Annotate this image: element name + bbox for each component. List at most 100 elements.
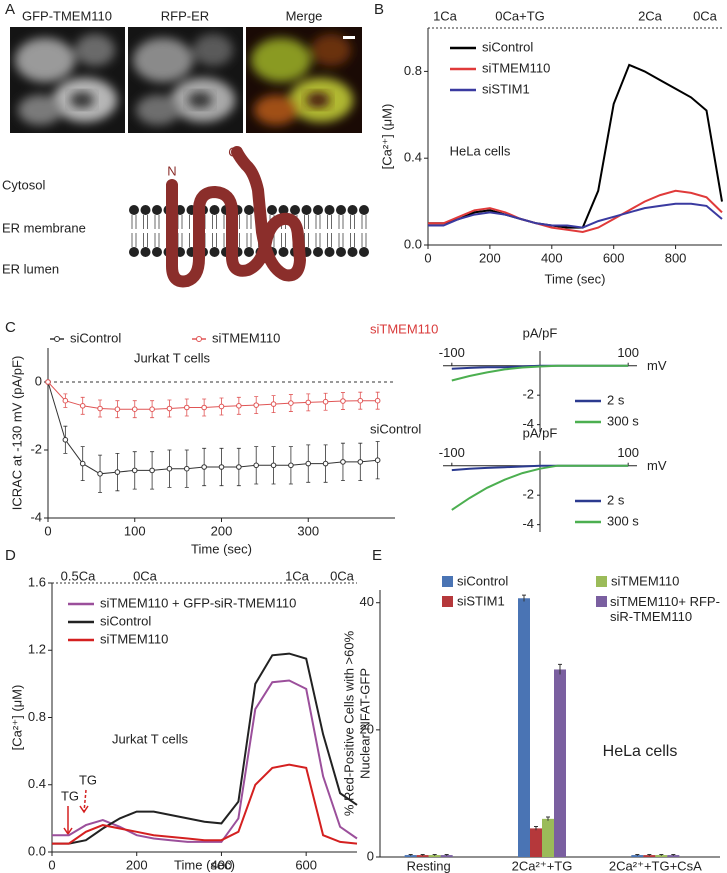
y-tick-label: 1.6 bbox=[28, 574, 46, 589]
data-point bbox=[184, 404, 190, 411]
y-tick-label: 0.0 bbox=[404, 236, 422, 251]
y-tick-label: 0 bbox=[35, 373, 42, 388]
lipid-tail bbox=[361, 215, 367, 247]
series-line bbox=[451, 364, 629, 382]
x-tick-label: 400 bbox=[541, 250, 563, 265]
series-line bbox=[428, 202, 723, 229]
arrow-head bbox=[63, 827, 73, 836]
terminus-label: C bbox=[228, 144, 237, 159]
lipid-head bbox=[152, 247, 162, 257]
series-line bbox=[52, 679, 358, 843]
arrow bbox=[83, 789, 87, 813]
protocol-label: 0.5Ca bbox=[61, 568, 96, 583]
y-tick-label: -2 bbox=[522, 487, 534, 502]
data-point bbox=[131, 406, 138, 413]
legend-label: siTMEM110 bbox=[100, 631, 168, 646]
bar bbox=[518, 598, 530, 857]
data-point bbox=[218, 403, 225, 410]
lipid-tail bbox=[327, 215, 332, 247]
x-tick-label: 600 bbox=[603, 250, 625, 265]
x-tick-label: 200 bbox=[126, 857, 148, 872]
data-point bbox=[149, 406, 155, 413]
series-line bbox=[52, 763, 358, 845]
series-line bbox=[47, 381, 378, 410]
bar bbox=[554, 669, 566, 857]
chart-title: siControl bbox=[370, 421, 421, 436]
data-point bbox=[62, 437, 69, 443]
x-tick-label: 600 bbox=[295, 857, 317, 872]
y-axis-label: % Red-Positive Cells with >60% bbox=[341, 630, 356, 816]
y-tick-label: 0 bbox=[367, 848, 374, 863]
error-bar bbox=[635, 853, 640, 856]
x-tick-label: -100 bbox=[439, 345, 465, 360]
image-title: RFP-ER bbox=[161, 8, 209, 23]
error-bar bbox=[420, 853, 425, 856]
x-tick-label: 2Ca²⁺+TG bbox=[512, 858, 573, 873]
y-axis-label: ICRAC at -130 mV (pA/pF) bbox=[9, 356, 24, 511]
lipid-head bbox=[129, 205, 139, 215]
lipid-head bbox=[324, 247, 335, 257]
legend-label: 300 s bbox=[607, 413, 639, 428]
panel-label: D bbox=[5, 547, 16, 564]
data-point bbox=[166, 465, 173, 472]
series-line bbox=[451, 464, 629, 511]
lipid-head bbox=[336, 205, 346, 215]
data-point bbox=[374, 457, 381, 464]
legend-label: 2 s bbox=[607, 492, 625, 507]
x-tick-label: 100 bbox=[617, 445, 639, 460]
data-point bbox=[357, 397, 364, 404]
legend-swatch bbox=[596, 576, 607, 587]
x-tick-label: 100 bbox=[617, 345, 639, 360]
bar bbox=[643, 855, 656, 857]
protocol-label: 0Ca bbox=[693, 8, 718, 23]
lipid-tail bbox=[338, 215, 344, 247]
error-bar bbox=[546, 816, 550, 821]
lipid-tail bbox=[189, 215, 194, 247]
protocol-label: 2Ca bbox=[638, 8, 663, 23]
y-tick-label: 0.0 bbox=[28, 843, 46, 858]
lipid-head bbox=[244, 205, 254, 215]
data-point bbox=[322, 398, 329, 405]
data-point bbox=[97, 405, 103, 412]
lipid-head bbox=[140, 205, 151, 215]
legend-marker bbox=[196, 336, 202, 342]
data-point bbox=[149, 467, 155, 474]
y-axis-label: [Ca²⁺] (μM) bbox=[379, 104, 394, 170]
data-point bbox=[201, 404, 207, 411]
error-bar bbox=[444, 853, 449, 856]
lipid-head bbox=[313, 205, 323, 215]
lipid-tail bbox=[315, 215, 321, 247]
diagram-label: ER lumen bbox=[2, 261, 59, 276]
legend-label: siControl bbox=[457, 573, 508, 588]
legend-label: siSTIM1 bbox=[457, 593, 505, 608]
error-bar bbox=[671, 853, 676, 856]
data-point bbox=[114, 406, 121, 413]
legend-label: siSTIM1 bbox=[482, 81, 530, 96]
bar bbox=[404, 855, 417, 857]
bar bbox=[655, 855, 668, 857]
legend-label: siTMEM110+ RFP-siR-TMEM110 bbox=[610, 594, 720, 624]
data-point bbox=[79, 460, 86, 467]
error-bar bbox=[534, 825, 538, 831]
y-tick-label: 0.8 bbox=[404, 63, 422, 78]
error-bar bbox=[659, 853, 664, 856]
data-point bbox=[97, 471, 103, 477]
y-axis-label: [Ca²⁺] (μM) bbox=[9, 685, 24, 751]
data-point bbox=[236, 403, 242, 409]
panel-label: A bbox=[5, 1, 15, 18]
annotation: Jurkat T cells bbox=[134, 350, 211, 365]
data-point bbox=[201, 464, 207, 470]
lipid-head bbox=[278, 205, 289, 215]
data-point bbox=[322, 460, 329, 467]
chart-title: siTMEM110 bbox=[370, 321, 438, 336]
micrograph bbox=[246, 27, 362, 133]
lipid-head bbox=[278, 247, 289, 257]
protocol-label: 0Ca+TG bbox=[495, 8, 545, 23]
x-tick-label: -100 bbox=[439, 445, 465, 460]
x-tick-label: 2Ca²⁺+TG+CsA bbox=[609, 858, 702, 873]
data-point bbox=[270, 462, 277, 469]
data-point bbox=[305, 460, 312, 467]
lipid-head bbox=[347, 205, 358, 215]
legend-marker bbox=[54, 336, 60, 342]
